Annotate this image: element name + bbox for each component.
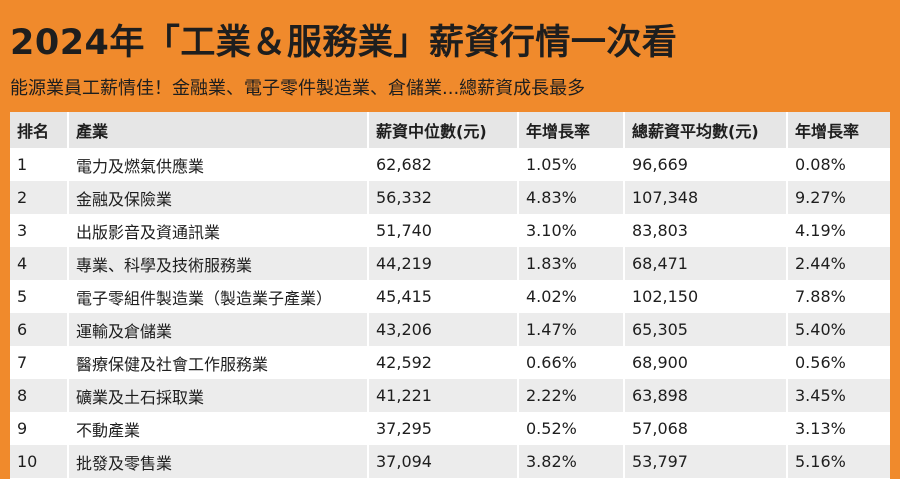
cell-average-growth: 4.19% <box>787 214 890 247</box>
cell-median-salary: 37,295 <box>368 412 519 445</box>
header-average-growth: 年增長率 <box>787 112 890 148</box>
cell-rank: 6 <box>10 313 69 346</box>
cell-median-salary: 42,592 <box>368 346 519 379</box>
cell-median-salary: 37,094 <box>368 445 519 478</box>
cell-average-salary: 96,669 <box>624 148 788 181</box>
cell-industry: 不動產業 <box>68 412 369 445</box>
cell-average-growth: 5.40% <box>787 313 890 346</box>
cell-average-salary: 65,305 <box>624 313 788 346</box>
table-row: 3 出版影音及資通訊業 51,740 3.10% 83,803 4.19% <box>10 214 890 247</box>
cell-rank: 4 <box>10 247 69 280</box>
cell-average-salary: 83,803 <box>624 214 788 247</box>
cell-industry: 運輸及倉儲業 <box>68 313 369 346</box>
table-row: 4 專業、科學及技術服務業 44,219 1.83% 68,471 2.44% <box>10 247 890 280</box>
cell-rank: 8 <box>10 379 69 412</box>
cell-average-growth: 0.08% <box>787 148 890 181</box>
cell-average-growth: 5.16% <box>787 445 890 478</box>
cell-rank: 7 <box>10 346 69 379</box>
cell-industry: 金融及保險業 <box>68 181 369 214</box>
table-row: 10 批發及零售業 37,094 3.82% 53,797 5.16% <box>10 445 890 478</box>
cell-median-growth: 3.82% <box>518 445 625 478</box>
table-row: 7 醫療保健及社會工作服務業 42,592 0.66% 68,900 0.56% <box>10 346 890 379</box>
cell-median-salary: 41,221 <box>368 379 519 412</box>
cell-industry: 批發及零售業 <box>68 445 369 478</box>
cell-rank: 3 <box>10 214 69 247</box>
table-row: 9 不動產業 37,295 0.52% 57,068 3.13% <box>10 412 890 445</box>
table-header-row: 排名 產業 薪資中位數(元) 年增長率 總薪資平均數(元) 年增長率 <box>10 112 890 148</box>
table-row: 6 運輸及倉儲業 43,206 1.47% 65,305 5.40% <box>10 313 890 346</box>
header-median-growth: 年增長率 <box>518 112 625 148</box>
page-subtitle: 能源業員工薪情佳！金融業、電子零件製造業、倉儲業...總薪資成長最多 <box>10 78 586 99</box>
table-row: 5 電子零組件製造業（製造業子產業） 45,415 4.02% 102,150 7.88% <box>10 280 890 313</box>
cell-industry: 醫療保健及社會工作服務業 <box>68 346 369 379</box>
cell-industry: 出版影音及資通訊業 <box>68 214 369 247</box>
cell-median-salary: 62,682 <box>368 148 519 181</box>
cell-average-salary: 53,797 <box>624 445 788 478</box>
cell-median-growth: 1.05% <box>518 148 625 181</box>
cell-average-growth: 7.88% <box>787 280 890 313</box>
cell-average-growth: 3.45% <box>787 379 890 412</box>
cell-median-growth: 2.22% <box>518 379 625 412</box>
cell-industry: 電力及燃氣供應業 <box>68 148 369 181</box>
cell-average-salary: 107,348 <box>624 181 788 214</box>
cell-median-growth: 1.83% <box>518 247 625 280</box>
page-title: 2024年「工業＆服務業」薪資行情一次看 <box>10 23 678 63</box>
cell-average-salary: 102,150 <box>624 280 788 313</box>
header-average-salary: 總薪資平均數(元) <box>624 112 788 148</box>
cell-industry: 礦業及土石採取業 <box>68 379 369 412</box>
cell-average-growth: 0.56% <box>787 346 890 379</box>
cell-average-growth: 3.13% <box>787 412 890 445</box>
cell-rank: 2 <box>10 181 69 214</box>
cell-median-salary: 45,415 <box>368 280 519 313</box>
table-row: 8 礦業及土石採取業 41,221 2.22% 63,898 3.45% <box>10 379 890 412</box>
salary-table-container: 排名 產業 薪資中位數(元) 年增長率 總薪資平均數(元) 年增長率 1 電力及燃… <box>10 112 890 479</box>
cell-median-growth: 0.66% <box>518 346 625 379</box>
cell-median-growth: 3.10% <box>518 214 625 247</box>
cell-average-salary: 63,898 <box>624 379 788 412</box>
cell-industry: 專業、科學及技術服務業 <box>68 247 369 280</box>
cell-average-growth: 2.44% <box>787 247 890 280</box>
cell-median-salary: 44,219 <box>368 247 519 280</box>
cell-average-salary: 57,068 <box>624 412 788 445</box>
table-row: 1 電力及燃氣供應業 62,682 1.05% 96,669 0.08% <box>10 148 890 181</box>
header-industry: 產業 <box>68 112 369 148</box>
cell-rank: 1 <box>10 148 69 181</box>
cell-rank: 5 <box>10 280 69 313</box>
table-row: 2 金融及保險業 56,332 4.83% 107,348 9.27% <box>10 181 890 214</box>
cell-median-growth: 4.83% <box>518 181 625 214</box>
cell-average-salary: 68,471 <box>624 247 788 280</box>
cell-median-growth: 4.02% <box>518 280 625 313</box>
salary-table: 排名 產業 薪資中位數(元) 年增長率 總薪資平均數(元) 年增長率 1 電力及燃… <box>10 112 890 478</box>
cell-average-salary: 68,900 <box>624 346 788 379</box>
cell-rank: 9 <box>10 412 69 445</box>
cell-median-growth: 1.47% <box>518 313 625 346</box>
cell-rank: 10 <box>10 445 69 478</box>
cell-average-growth: 9.27% <box>787 181 890 214</box>
header-median-salary: 薪資中位數(元) <box>368 112 519 148</box>
cell-industry: 電子零組件製造業（製造業子產業） <box>68 280 369 313</box>
cell-median-growth: 0.52% <box>518 412 625 445</box>
cell-median-salary: 51,740 <box>368 214 519 247</box>
header-rank: 排名 <box>10 112 69 148</box>
cell-median-salary: 43,206 <box>368 313 519 346</box>
cell-median-salary: 56,332 <box>368 181 519 214</box>
